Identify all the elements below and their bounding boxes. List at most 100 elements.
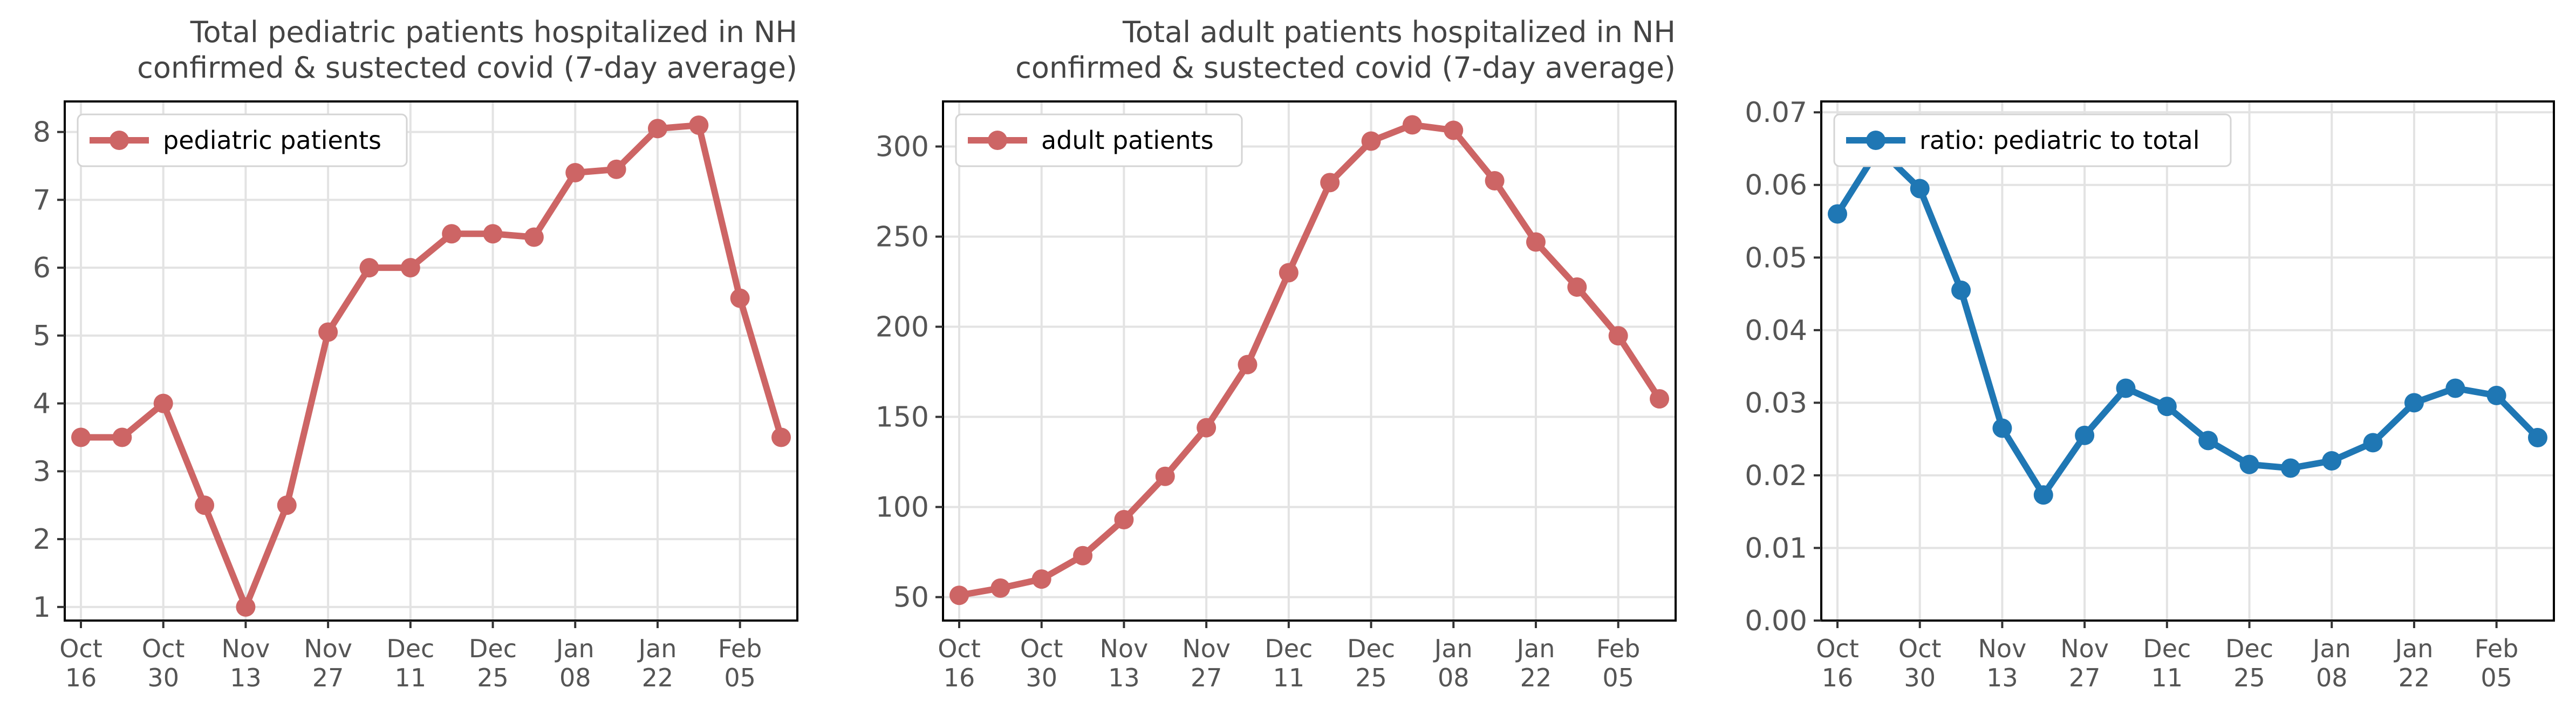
x-tick-label-day: 27 <box>2069 663 2101 692</box>
y-tick-label: 0.07 <box>1745 97 1807 129</box>
y-tick-label: 5 <box>33 320 51 352</box>
data-point <box>647 119 667 139</box>
legend-swatch-marker <box>110 131 129 150</box>
x-tick-label-month: Oct <box>1816 634 1859 663</box>
data-point <box>1155 466 1175 486</box>
data-point <box>1567 277 1587 297</box>
x-tick-label-month: Nov <box>304 634 352 663</box>
data-point <box>483 224 503 244</box>
x-tick-label-day: 25 <box>2233 663 2265 692</box>
x-axis: Oct16Oct30Nov13Nov27Dec11Dec25Jan08Jan22… <box>938 621 1640 692</box>
x-tick-label-day: 30 <box>1904 663 1936 692</box>
chart-title-line: Total pediatric patients hospitalized in… <box>190 15 797 49</box>
data-point <box>195 495 215 515</box>
y-axis: 1 2 3 4 5 6 7 8 <box>33 117 65 624</box>
data-point <box>1828 204 1847 224</box>
x-tick-label-month: Dec <box>469 634 517 663</box>
data-point <box>2404 393 2424 413</box>
x-tick-label-month: Dec <box>386 634 434 663</box>
x-tick-label-month: Dec <box>1347 634 1395 663</box>
series-1 <box>1828 139 2547 505</box>
data-point <box>1526 232 1546 252</box>
legend-swatch-marker <box>988 131 1007 150</box>
data-point <box>1320 173 1340 193</box>
y-tick-label: 0.05 <box>1745 242 1807 274</box>
x-tick-label-month: Dec <box>2225 634 2273 663</box>
x-tick-label-day: 16 <box>1822 663 1854 692</box>
legend: ratio: pediatric to total <box>1833 113 2232 167</box>
y-tick-label: 0.03 <box>1745 387 1807 419</box>
data-point <box>2280 458 2300 478</box>
chart-title-line: confirmed & sustected covid (7-day avera… <box>137 51 797 85</box>
y-tick-label: 100 <box>876 492 929 524</box>
y-axis: 0.00 0.01 0.02 0.03 0.04 0.05 0.06 0.07 <box>1745 97 1821 637</box>
data-point <box>442 224 462 244</box>
chart-title: Total adult patients hospitalized in NHc… <box>1015 15 1676 85</box>
x-tick-label-day: 22 <box>1520 663 1552 692</box>
y-tick-label: 0.01 <box>1745 532 1807 564</box>
x-tick-label-day: 13 <box>1986 663 2018 692</box>
x-tick-label-day: 08 <box>2316 663 2348 692</box>
x-tick-label-month: Oct <box>142 634 185 663</box>
x-tick-label-day: 11 <box>2151 663 2183 692</box>
data-point <box>2198 431 2218 451</box>
series-line <box>1834 145 2540 499</box>
series-1 <box>949 115 1669 605</box>
x-tick-label-day: 05 <box>724 663 756 692</box>
data-point <box>2445 378 2465 398</box>
x-tick-label-month: Nov <box>1182 634 1231 663</box>
chart-panel-1: 12345678Oct16Oct30Nov13Nov27Dec11Dec25Ja… <box>33 15 798 692</box>
legend-box <box>77 113 408 167</box>
data-point <box>318 322 338 342</box>
data-point <box>2486 385 2506 405</box>
legend: adult patients <box>955 113 1243 167</box>
x-tick-label-day: 30 <box>1026 663 1057 692</box>
x-tick-label-day: 08 <box>559 663 591 692</box>
x-tick-label-month: Nov <box>2060 634 2109 663</box>
data-point <box>1279 263 1299 283</box>
x-tick-label-month: Oct <box>59 634 103 663</box>
data-point <box>2033 485 2053 505</box>
x-tick-label-month: Nov <box>1100 634 1149 663</box>
y-tick-label: 50 <box>893 582 929 614</box>
y-tick-label: 2 <box>33 523 51 556</box>
data-point <box>990 578 1010 598</box>
grid-lines <box>943 101 1676 621</box>
legend-label: adult patients <box>1041 126 1214 155</box>
chart-title-line: Total adult patients hospitalized in NH <box>1122 15 1676 49</box>
data-point <box>1951 280 1971 300</box>
plot-frame <box>942 100 1677 622</box>
legend: pediatric patients <box>77 113 408 167</box>
x-tick-label-month: Jan <box>637 634 677 663</box>
x-tick-label-day: 08 <box>1438 663 1470 692</box>
x-tick-label-month: Feb <box>2475 634 2518 663</box>
series-line <box>958 121 1663 599</box>
y-axis: 50 100 150 200 250 300 <box>876 131 943 614</box>
x-tick-label-day: 13 <box>1108 663 1140 692</box>
data-point <box>606 159 626 179</box>
legend-label: pediatric patients <box>163 126 381 155</box>
data-point <box>1608 326 1628 346</box>
legend-box <box>1833 113 2232 167</box>
y-tick-label: 7 <box>33 184 51 216</box>
y-tick-label: 150 <box>876 401 929 434</box>
data-point <box>359 258 379 278</box>
legend-label: ratio: pediatric to total <box>1919 126 2199 155</box>
x-tick-label-day: 11 <box>395 663 427 692</box>
x-tick-label-day: 30 <box>147 663 179 692</box>
y-tick-label: 200 <box>876 311 929 344</box>
data-point <box>112 427 132 447</box>
data-point <box>689 115 709 135</box>
x-tick-label-day: 16 <box>944 663 975 692</box>
data-point <box>2322 451 2342 471</box>
series-1 <box>71 115 791 617</box>
x-tick-label-day: 16 <box>65 663 97 692</box>
x-tick-label-month: Dec <box>2143 634 2191 663</box>
data-point <box>1992 418 2012 438</box>
data-point <box>2528 427 2547 447</box>
data-point <box>2075 425 2095 445</box>
data-point <box>1238 355 1258 374</box>
x-axis: Oct16Oct30Nov13Nov27Dec11Dec25Jan08Jan22… <box>59 621 762 692</box>
chart-panel-3: 0.000.010.020.030.040.050.060.07Oct16Oct… <box>1745 97 2555 692</box>
data-point <box>2239 454 2259 474</box>
